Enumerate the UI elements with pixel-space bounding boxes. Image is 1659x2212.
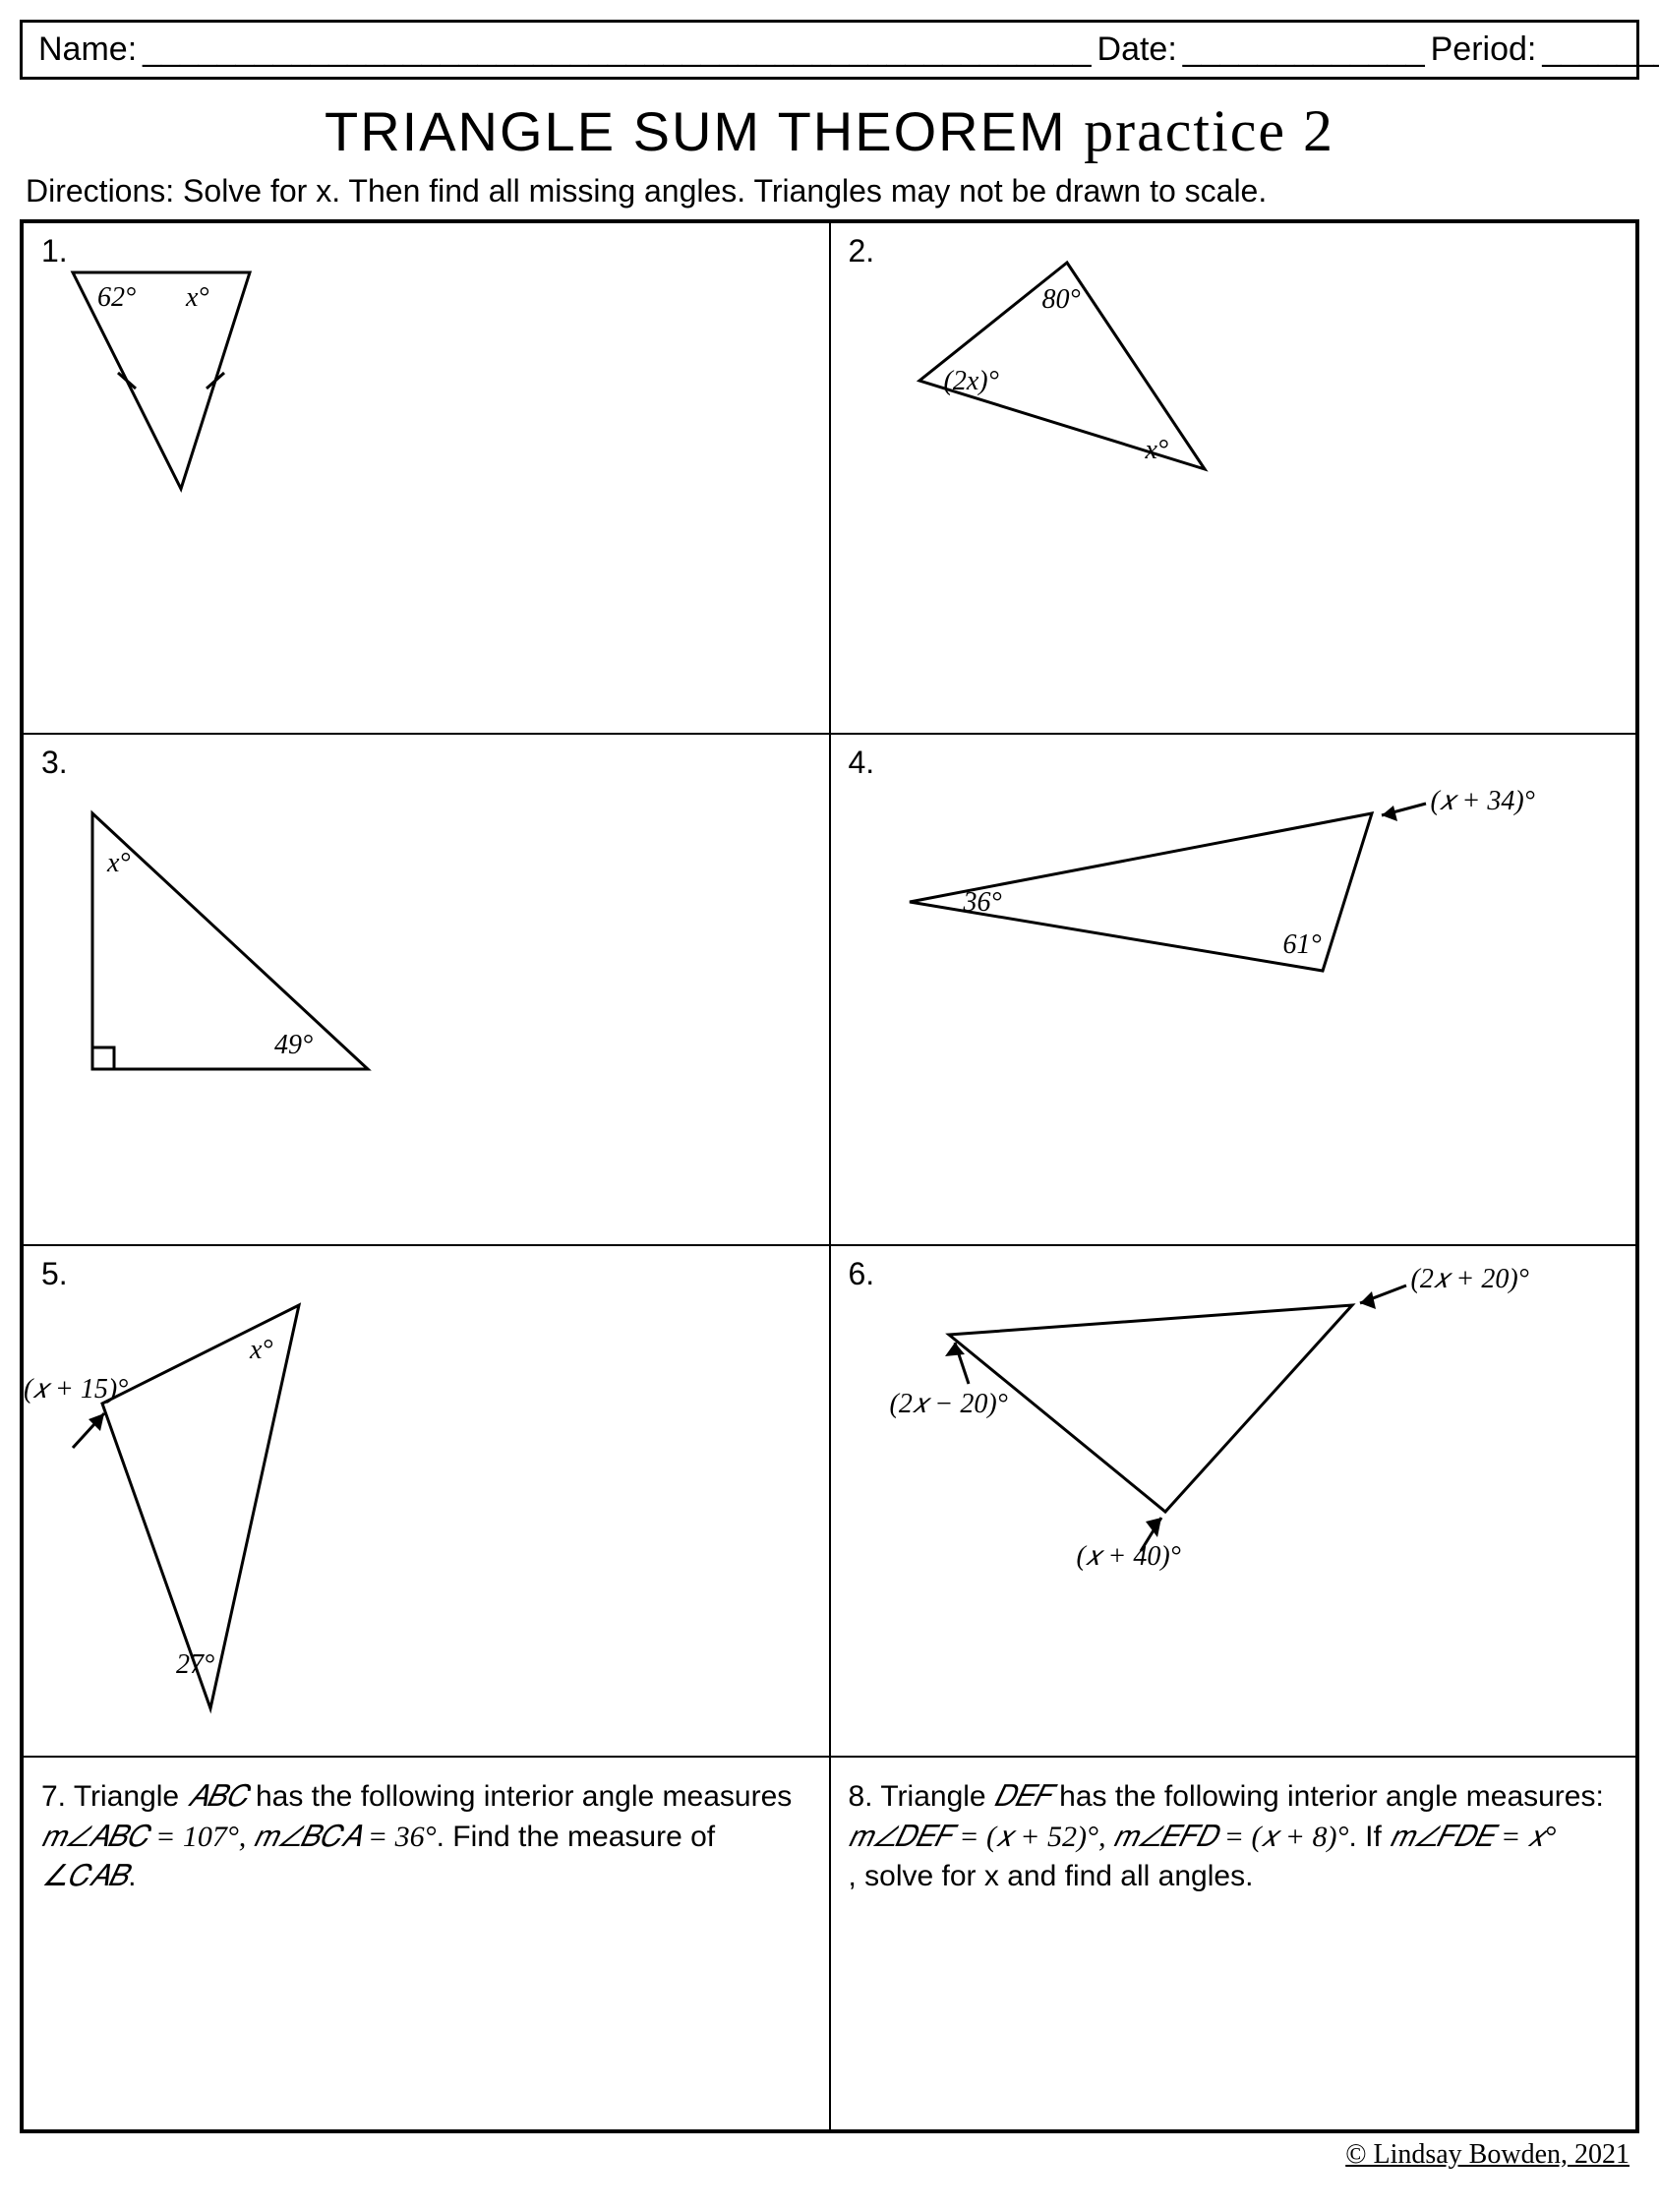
p1-angle-right: x° [186, 282, 209, 314]
p7-ta: Triangle [74, 1780, 188, 1813]
p8-text: 8. Triangle 𝐷𝐸𝐹 has the following interi… [849, 1771, 1619, 1897]
p2-angle-top: 80° [1042, 284, 1081, 316]
p8-tri: 𝐷𝐸𝐹 [994, 1780, 1051, 1813]
problem-1: 1. 62° x° [23, 222, 830, 734]
p8-tc: . If [1348, 1821, 1390, 1853]
problem-7: 7. Triangle 𝐴𝐵𝐶 has the following interi… [23, 1757, 830, 2130]
problem-2: 2. 80° (2x)° x° [830, 222, 1637, 734]
p8-tb: has the following interior angle measure… [1051, 1780, 1604, 1813]
period-label: Period: [1431, 30, 1537, 69]
directions: Directions: Solve for x. Then find all m… [26, 173, 1639, 209]
p7-text: 7. Triangle 𝐴𝐵𝐶 has the following interi… [41, 1771, 811, 1897]
problem-4: 4. 36° 61° (𝑥 + 34)° [830, 734, 1637, 1245]
p7-tri: 𝐴𝐵𝐶 [187, 1780, 247, 1813]
p8-td: , solve for x and find all angles. [849, 1860, 1254, 1892]
p2-angle-right: x° [1146, 435, 1169, 466]
p6-angle-top: (2𝑥 + 20)° [1411, 1264, 1529, 1295]
p7-tb: has the following interior angle measure… [248, 1780, 793, 1813]
p2-angle-left: (2x)° [944, 366, 999, 397]
period-blank[interactable]: _______ [1542, 30, 1659, 69]
qnum-2: 2. [849, 233, 875, 269]
p5-angle-left: (𝑥 + 15)° [24, 1374, 128, 1405]
p7-tc: . Find the measure of [437, 1821, 715, 1853]
p5-angle-right: x° [250, 1335, 273, 1366]
problem-grid: 1. 62° x° 2. 80° (2x)° x° 3. x° 49° 4. [20, 219, 1639, 2133]
problem-8: 8. Triangle 𝐷𝐸𝐹 has the following interi… [830, 1757, 1637, 2130]
p4-angle-top: (𝑥 + 34)° [1431, 786, 1535, 817]
page-title: TRIANGLE SUM THEOREM practice 2 [20, 97, 1639, 165]
name-label: Name: [38, 30, 137, 69]
qnum-6: 6. [849, 1256, 875, 1292]
title-upper: TRIANGLE SUM THEOREM [325, 100, 1067, 162]
qnum-4: 4. [849, 745, 875, 781]
p3-angle-right: 49° [274, 1030, 313, 1061]
date-blank[interactable]: _____________ [1183, 30, 1425, 69]
p7-a2: ∠𝐶𝐴𝐵 [41, 1860, 128, 1892]
p7-a1: 𝑚∠𝐴𝐵𝐶 = 107°, 𝑚∠𝐵𝐶𝐴 = 36° [41, 1821, 437, 1853]
footer-copyright: © Lindsay Bowden, 2021 [20, 2133, 1639, 2171]
p3-angle-top: x° [107, 848, 131, 879]
p5-angle-bottom: 27° [176, 1649, 214, 1681]
name-blank[interactable]: ________________________________________… [143, 30, 1091, 69]
triangle-6 [890, 1266, 1480, 1581]
p6-angle-left: (2𝑥 − 20)° [890, 1389, 1008, 1420]
triangle-1 [53, 253, 309, 508]
qnum-3: 3. [41, 745, 68, 781]
problem-5: 5. (𝑥 + 15)° x° 27° [23, 1245, 830, 1757]
header-box: Name: __________________________________… [20, 20, 1639, 80]
p6-angle-bottom: (𝑥 + 40)° [1077, 1541, 1181, 1573]
date-label: Date: [1097, 30, 1177, 69]
title-script: practice 2 [1084, 98, 1334, 163]
p1-angle-left: 62° [97, 282, 136, 314]
p8-num: 8. [849, 1780, 873, 1813]
problem-3: 3. x° 49° [23, 734, 830, 1245]
p7-td: . [128, 1860, 136, 1892]
p7-num: 7. [41, 1780, 66, 1813]
problem-6: 6. (2𝑥 + 20)° (2𝑥 − 20)° (𝑥 + 40)° [830, 1245, 1637, 1757]
p4-angle-rb: 61° [1283, 929, 1322, 961]
triangle-3 [53, 784, 407, 1099]
p8-ta: Triangle [880, 1780, 994, 1813]
p4-angle-left: 36° [964, 887, 1002, 919]
p8-a1: 𝑚∠𝐷𝐸𝐹 = (𝑥 + 52)°, 𝑚∠𝐸𝐹𝐷 = (𝑥 + 8)° [849, 1821, 1349, 1853]
p8-a2: 𝑚∠𝐹𝐷𝐸 = 𝑥° [1390, 1821, 1556, 1853]
